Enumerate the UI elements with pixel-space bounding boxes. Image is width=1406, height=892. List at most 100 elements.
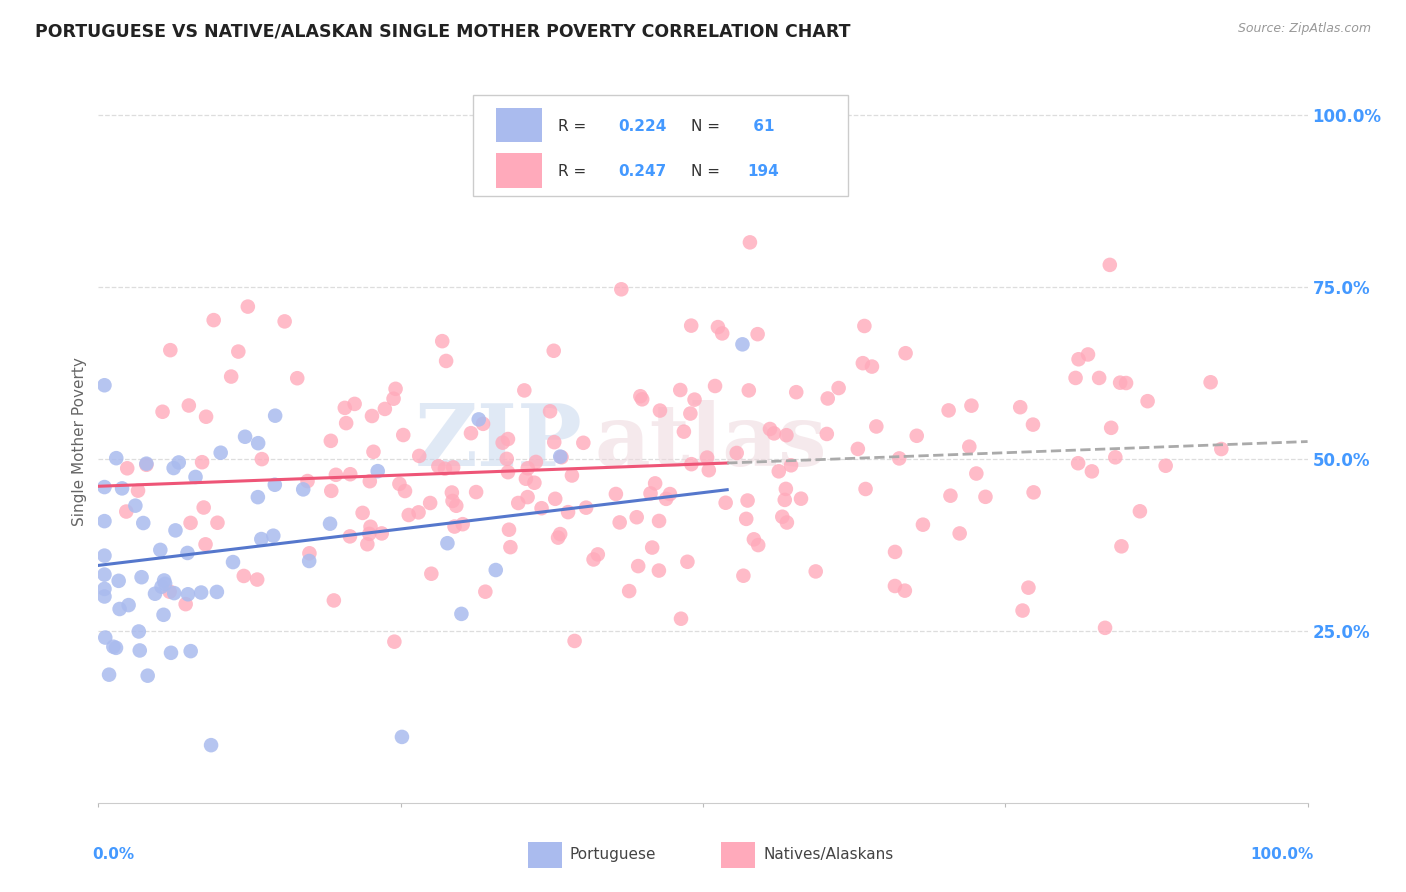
Point [773,492,796,507]
Point [1064,371,1087,385]
Point [232,569,254,583]
Point [548,450,571,464]
Point [159,343,181,358]
Point [974,490,997,504]
Point [247,436,270,450]
Point [1211,442,1233,456]
Point [207,516,229,530]
Point [1115,376,1137,390]
Point [356,537,378,551]
Point [233,430,256,444]
Text: ZIP: ZIP [415,400,582,483]
Point [105,451,128,466]
Bar [527,842,561,868]
Point [94,631,117,645]
Point [884,545,907,559]
Point [747,327,769,342]
Text: Natives/Alaskans: Natives/Alaskans [763,847,894,863]
Point [432,334,454,348]
Point [804,565,827,579]
Point [359,526,381,541]
Point [747,538,769,552]
Point [939,489,962,503]
Point [127,483,149,498]
Point [704,379,727,393]
Point [335,416,357,430]
Point [1067,456,1090,470]
Point [124,499,146,513]
Point [93,514,115,528]
Point [737,493,759,508]
Point [160,646,183,660]
Point [548,527,571,541]
Point [515,472,537,486]
Point [115,504,138,518]
Point [339,467,361,482]
Point [785,385,807,400]
Point [419,496,441,510]
Point [1010,401,1032,415]
Point [159,584,181,599]
Text: R =: R = [558,164,591,179]
Point [384,382,406,396]
Point [132,516,155,530]
Point [446,499,468,513]
Point [1109,376,1132,390]
Point [360,520,382,534]
Point [627,559,650,574]
Point [219,369,242,384]
Point [420,566,443,581]
Point [136,668,159,682]
Point [361,409,384,423]
Point [93,590,115,604]
Point [191,455,214,469]
Point [538,404,561,418]
Point [93,582,115,596]
Point [468,412,491,426]
Point [367,464,389,478]
Point [200,738,222,752]
Point [949,526,972,541]
Point [495,451,517,466]
Point [1067,352,1090,367]
Point [246,490,269,504]
Point [547,531,569,545]
Point [575,500,598,515]
Point [530,501,553,516]
Point [436,536,458,550]
Point [938,403,960,417]
Point [177,587,200,601]
Point [93,549,115,563]
Point [108,602,131,616]
Point [485,563,508,577]
Point [371,526,394,541]
Point [298,546,321,560]
Point [827,381,849,395]
Point [655,491,678,506]
Point [359,474,381,488]
Point [905,429,928,443]
Point [382,634,405,648]
Point [1017,581,1039,595]
Point [153,574,176,588]
Point [177,399,200,413]
Point [273,314,295,328]
Point [474,584,496,599]
Point [648,564,671,578]
Point [343,397,366,411]
Text: 0.224: 0.224 [619,119,666,134]
Point [523,475,546,490]
Point [408,505,430,519]
Point [209,446,232,460]
Point [617,584,640,599]
Point [363,444,385,458]
Point [860,359,883,374]
Point [711,326,734,341]
Point [1077,347,1099,361]
Text: Source: ZipAtlas.com: Source: ZipAtlas.com [1237,22,1371,36]
Point [679,407,702,421]
Point [911,517,934,532]
Point [441,494,464,508]
Point [202,313,225,327]
Point [434,354,457,368]
